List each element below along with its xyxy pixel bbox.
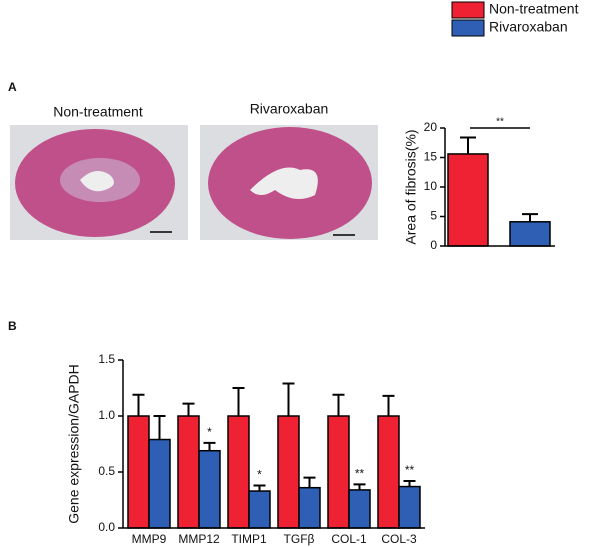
error-bar [522,213,538,222]
error-bar [382,394,395,416]
y-tick-label: 0.0 [98,520,115,534]
bar [227,415,250,529]
bar [398,485,421,529]
bar [198,449,221,529]
legend-swatch [451,19,485,37]
significance: ** [496,117,504,128]
y-tick-label: 15 [424,150,438,164]
bar [327,415,350,529]
significance: * [207,425,212,439]
legend: Non-treatment Rivaroxaban [451,1,579,37]
legend-label: Rivaroxaban [489,19,568,35]
error-bar [182,402,195,416]
x-tick-label: TGFβ [284,532,315,546]
error-bar [153,415,166,440]
bar [348,489,371,529]
y-tick-label: 1.0 [98,408,115,422]
image-label: Rivaroxaban [250,101,329,117]
bar [277,415,300,529]
y-tick-label: 1.5 [98,352,115,366]
bar [377,415,400,529]
error-bar [132,393,145,416]
x-tick-label: COL-1 [331,532,367,546]
histology-image [200,125,378,240]
bar [127,415,150,529]
bar [177,415,200,529]
image-label: Non-treatment [53,104,143,120]
histology-image [10,125,188,240]
bar [298,486,321,529]
error-bar [253,484,266,492]
bar [248,490,271,529]
x-tick-label: MMP9 [132,532,167,546]
error-bar [403,479,416,487]
error-bar [460,136,476,154]
bar [447,153,489,247]
legend-label: Non-treatment [489,1,579,17]
y-axis-label: Area of fibrosis(%) [403,129,419,244]
bar [509,221,551,247]
y-tick-label: 20 [424,120,438,134]
error-bar [203,441,216,451]
significance: ** [355,466,365,480]
significance: * [257,468,262,482]
panel-label: B [8,319,17,333]
y-tick-label: 0 [430,238,437,252]
legend-swatch [451,1,485,19]
error-bar [303,476,316,488]
y-tick-label: 5 [430,209,437,223]
bar [148,438,171,529]
panel-label: A [8,80,17,94]
y-tick-label: 10 [424,179,438,193]
y-axis-label: Gene expression/GAPDH [66,364,82,524]
error-bar [282,382,295,416]
error-bar [353,483,366,490]
x-tick-label: COL-3 [381,532,417,546]
error-bar [332,393,345,416]
x-tick-label: TIMP1 [231,532,267,546]
y-tick-label: 0.5 [98,464,115,478]
error-bar [232,387,245,416]
significance: ** [405,463,415,477]
x-tick-label: MMP12 [178,532,220,546]
